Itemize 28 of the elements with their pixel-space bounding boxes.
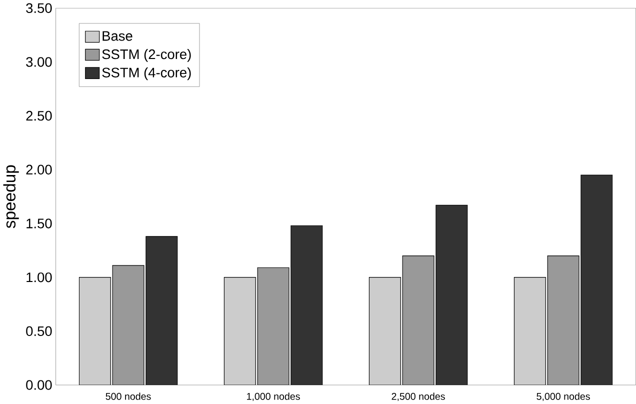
x-tick-label: 2,500 nodes <box>392 392 445 401</box>
bar <box>402 255 434 385</box>
legend-label: SSTM (2-core) <box>102 48 191 62</box>
bar <box>368 276 401 385</box>
x-tick-label: 1,000 nodes <box>247 392 300 401</box>
x-tick-label: 500 nodes <box>106 392 151 400</box>
y-tick-label: 2.00 <box>26 164 52 174</box>
bar <box>146 236 178 385</box>
bar <box>547 255 580 385</box>
bar <box>436 204 468 385</box>
x-tick-label: 5,000 nodes <box>536 392 590 401</box>
y-tick-label: 3.00 <box>26 56 52 67</box>
legend-label: Base <box>102 31 132 41</box>
y-axis-title: speedup <box>3 165 19 228</box>
bar <box>112 265 144 385</box>
bar <box>580 174 613 385</box>
y-tick-label: 2.50 <box>26 110 52 121</box>
bar <box>257 267 290 385</box>
legend-label: SSTM (4-core) <box>102 67 191 80</box>
y-tick-label: 1.00 <box>26 272 52 282</box>
bar <box>78 276 111 385</box>
y-tick-label: 3.50 <box>26 3 52 13</box>
y-tick-label: 1.50 <box>26 218 52 228</box>
bar <box>514 276 546 385</box>
y-tick-label: 0.00 <box>26 380 52 390</box>
bar <box>224 276 256 385</box>
bar <box>290 225 323 385</box>
y-tick-label: 0.50 <box>26 326 52 336</box>
